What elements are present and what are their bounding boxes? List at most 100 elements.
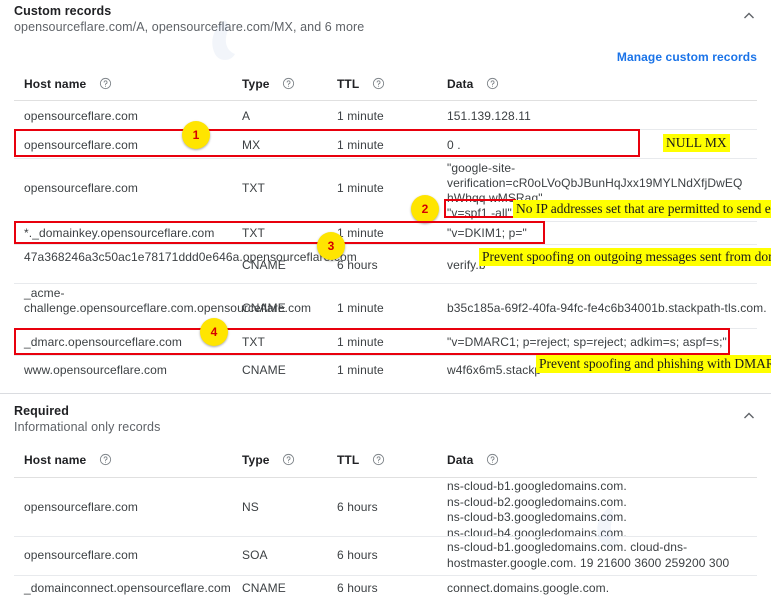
- column-header-ttl: TTL: [337, 453, 385, 469]
- cell-data: "v=DMARC1; p=reject; sp=reject; adkim=s;…: [447, 335, 727, 349]
- cell-ttl: 1 minute: [337, 363, 384, 377]
- annotation-marker-4: 4: [200, 318, 228, 346]
- cell-type: CNAME: [242, 258, 286, 272]
- table-row[interactable]: opensourceflare.com A 1 minute 151.139.1…: [0, 101, 771, 129]
- cell-ttl: 1 minute: [337, 301, 384, 315]
- cell-ttl: 1 minute: [337, 181, 384, 195]
- cell-data: w4f6x6m5.stackp: [447, 363, 542, 377]
- column-header-data: Data: [447, 453, 499, 469]
- cell-data: ns-cloud-b1.googledomains.com. cloud-dns…: [447, 540, 730, 570]
- column-header-ttl: TTL: [337, 77, 385, 93]
- manage-custom-records-link[interactable]: Manage custom records: [616, 50, 757, 64]
- cell-host-name: _domainconnect.opensourceflare.com: [24, 581, 231, 595]
- custom-records-header: Custom records opensourceflare.com/A, op…: [0, 4, 771, 34]
- cell-ttl: 6 hours: [337, 258, 378, 272]
- cell-ttl: 1 minute: [337, 138, 384, 152]
- cell-host-name: opensourceflare.com: [24, 500, 138, 514]
- cell-data: verify.b: [447, 258, 486, 272]
- cell-type: CNAME: [242, 581, 286, 595]
- cell-host-name: *._domainkey.opensourceflare.com: [24, 226, 215, 240]
- table-row[interactable]: opensourceflare.com SOA 6 hours ns-cloud…: [0, 537, 771, 575]
- annotation-marker-2: 2: [411, 195, 439, 223]
- help-icon[interactable]: [372, 453, 385, 469]
- cell-ttl: 1 minute: [337, 109, 384, 123]
- chevron-up-icon[interactable]: [741, 408, 757, 424]
- required-records-subtitle: Informational only records: [14, 420, 161, 434]
- table-divider: [14, 100, 757, 101]
- row-divider: [14, 158, 757, 159]
- cell-type: TXT: [242, 335, 265, 349]
- cell-ttl: 6 hours: [337, 548, 378, 562]
- annotation-marker-1: 1: [182, 121, 210, 149]
- cell-type: NS: [242, 500, 259, 514]
- help-icon[interactable]: [282, 453, 295, 469]
- cell-type: SOA: [242, 548, 268, 562]
- cell-host-name: _acme-challenge.opensourceflare.com.open…: [24, 286, 312, 315]
- cell-host-name: _dmarc.opensourceflare.com: [24, 335, 183, 349]
- table-row[interactable]: opensourceflare.com NS 6 hours ns-cloud-…: [0, 478, 771, 540]
- table-row[interactable]: 47a368246a3c50ac1e78171ddd0e646a.opensou…: [0, 245, 771, 283]
- table-divider: [14, 477, 757, 478]
- column-header-type: Type: [242, 453, 295, 469]
- row-divider: [14, 244, 757, 245]
- cell-host-name: opensourceflare.com: [24, 181, 138, 195]
- cell-host-name: 47a368246a3c50ac1e78171ddd0e646a.opensou…: [24, 250, 357, 264]
- help-icon[interactable]: [372, 77, 385, 93]
- column-header-data: Data: [447, 77, 499, 93]
- table-row[interactable]: opensourceflare.com TXT 1 minute "google…: [0, 159, 771, 221]
- help-icon[interactable]: [486, 77, 499, 93]
- row-divider: [14, 283, 757, 284]
- cell-host-name: opensourceflare.com: [24, 109, 138, 123]
- custom-records-subtitle: opensourceflare.com/A, opensourceflare.c…: [14, 20, 365, 34]
- cell-type: TXT: [242, 181, 265, 195]
- cell-host-name: opensourceflare.com: [24, 138, 138, 152]
- annotation-marker-3: 3: [317, 232, 345, 260]
- cell-data: ns-cloud-b1.googledomains.com. ns-cloud-…: [447, 479, 627, 540]
- cell-data: 151.139.128.11: [447, 109, 531, 123]
- cell-type: TXT: [242, 226, 265, 240]
- cell-host-name: www.opensourceflare.com: [24, 363, 168, 377]
- custom-records-title: Custom records: [14, 4, 112, 18]
- annotation-callout-dkim: Prevent spoofing on outgoing messages se…: [479, 248, 771, 266]
- column-header-host-name: Host name: [24, 453, 112, 469]
- annotation-callout-dmarc: Prevent spoofing and phishing with DMARC: [536, 355, 771, 373]
- cell-data: 0 .: [447, 138, 461, 152]
- required-table-header-row: Host name Type: [0, 453, 771, 479]
- table-row[interactable]: *._domainkey.opensourceflare.com TXT 1 m…: [0, 222, 771, 244]
- cell-type: MX: [242, 138, 261, 152]
- custom-table-header-row: Host name Type: [0, 77, 771, 103]
- cell-data: connect.domains.google.com.: [447, 581, 610, 595]
- required-records-table: Host name Type: [0, 453, 771, 479]
- cell-data: b35c185a-69f2-40fa-94fc-fe4c6b34001b.sta…: [447, 301, 767, 315]
- table-row[interactable]: _acme-challenge.opensourceflare.com.open…: [0, 284, 771, 328]
- help-icon[interactable]: [486, 453, 499, 469]
- cell-ttl: 6 hours: [337, 581, 378, 595]
- table-row[interactable]: _domainconnect.opensourceflare.com CNAME…: [0, 576, 771, 600]
- row-divider: [14, 355, 757, 356]
- row-divider: [14, 575, 757, 576]
- required-records-header: Required Informational only records: [0, 404, 771, 434]
- column-header-host-name: Host name: [24, 77, 229, 93]
- help-icon[interactable]: [99, 77, 112, 93]
- cell-ttl: 1 minute: [337, 226, 384, 240]
- table-row[interactable]: _dmarc.opensourceflare.com TXT 1 minute …: [0, 329, 771, 355]
- cell-type: CNAME: [242, 363, 286, 377]
- cell-data: "google-site-verification=cR0oLVoQbJBunH…: [447, 161, 743, 220]
- cell-type: A: [242, 109, 251, 123]
- help-icon[interactable]: [282, 77, 295, 93]
- cell-data: "v=DKIM1; p=": [447, 226, 527, 240]
- cell-type: CNAME: [242, 301, 286, 315]
- required-records-title: Required: [14, 404, 69, 418]
- annotation-callout-null-mx: NULL MX: [663, 134, 730, 152]
- table-row[interactable]: opensourceflare.com MX 1 minute 0 .: [0, 130, 771, 158]
- chevron-up-icon[interactable]: [741, 8, 757, 24]
- row-divider: [14, 536, 757, 537]
- section-divider: [0, 393, 771, 394]
- table-row[interactable]: www.opensourceflare.com CNAME 1 minute w…: [0, 356, 771, 384]
- annotation-callout-spf: No IP addresses set that are permitted t…: [513, 200, 771, 218]
- column-header-type: Type: [242, 77, 295, 93]
- help-icon[interactable]: [99, 453, 112, 469]
- cell-ttl: 6 hours: [337, 500, 378, 514]
- cell-host-name: opensourceflare.com: [24, 548, 138, 562]
